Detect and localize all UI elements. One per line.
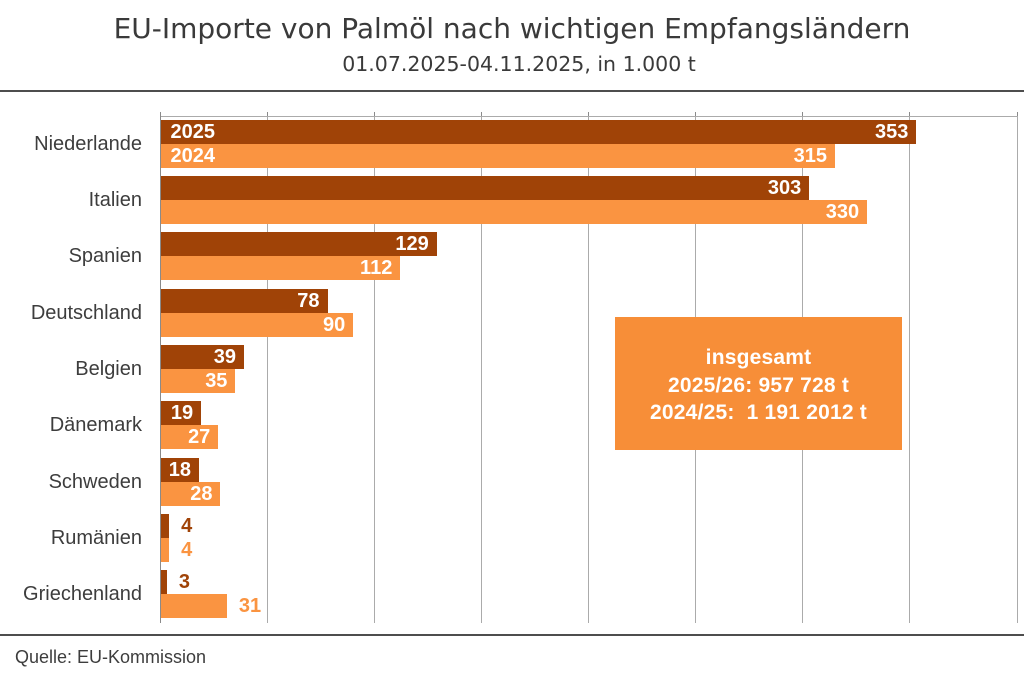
- legend-2024: 2024: [170, 144, 216, 167]
- legend-2025: 2025: [170, 120, 216, 143]
- category-label-spanien: Spanien: [68, 245, 142, 268]
- bar-2024-belgien: [160, 368, 236, 393]
- category-label-belgien: Belgien: [75, 357, 142, 380]
- axis-tick: [802, 111, 804, 116]
- bar-2025-niederlande: [160, 119, 917, 144]
- axis-tick: [267, 111, 269, 116]
- bar-2025-griechenland: [160, 570, 167, 595]
- totals-annotation-line-3: 2024/25: 1 191 2012 t: [650, 401, 867, 425]
- bar-value-label: 19: [170, 402, 194, 425]
- bar-value-label: 315: [793, 144, 827, 167]
- top-divider: [0, 90, 1024, 92]
- bar-2024-rumänien: [160, 537, 170, 562]
- plot-top-border: [160, 115, 1017, 117]
- bar-2024-schweden: [160, 481, 221, 506]
- category-label-niederlande: Niederlande: [34, 132, 142, 155]
- bar-value-label: 90: [322, 313, 346, 336]
- axis-tick: [481, 111, 483, 116]
- axis-tick: [909, 111, 911, 116]
- bar-value-label: 4: [181, 514, 193, 537]
- bar-value-label: 112: [360, 257, 393, 280]
- bar-2025-belgien: [160, 344, 244, 369]
- chart-subtitle: 01.07.2025-04.11.2025, in 1.000 t: [342, 52, 696, 76]
- bar-value-label: 78: [297, 289, 320, 312]
- gridline: [481, 115, 483, 623]
- bar-2025-schweden: [160, 457, 200, 482]
- gridline: [267, 115, 269, 623]
- bar-value-label: 31: [238, 595, 262, 618]
- axis-tick: [695, 111, 697, 116]
- gridline: [588, 115, 590, 623]
- bottom-divider: [0, 634, 1024, 636]
- bar-2025-deutschland: [160, 288, 328, 313]
- axis-tick: [588, 111, 590, 116]
- category-label-schweden: Schweden: [48, 470, 142, 493]
- bar-value-label: 3: [178, 571, 191, 594]
- bar-value-label: 18: [168, 458, 192, 481]
- gridline: [374, 115, 376, 623]
- totals-annotation-line-1: insgesamt: [705, 346, 812, 370]
- bar-2024-deutschland: [160, 312, 354, 337]
- category-label-italien: Italien: [88, 189, 142, 211]
- bar-2024-spanien: [160, 256, 401, 281]
- axis-tick: [1016, 111, 1018, 116]
- bar-value-label: 129: [395, 233, 429, 256]
- axis-tick: [160, 111, 161, 116]
- bar-value-label: 330: [825, 201, 860, 223]
- bar-value-label: 353: [874, 120, 909, 143]
- source-note: Quelle: EU-Kommission: [15, 647, 207, 667]
- bar-value-label: 4: [181, 538, 193, 561]
- chart-title: EU-Importe von Palmöl nach wichtigen Emp…: [113, 12, 911, 45]
- bar-2025-rumänien: [160, 513, 170, 538]
- bar-value-label: 39: [213, 345, 236, 368]
- totals-annotation-box: insgesamt 2025/26: 957 728 t 2024/25: 1 19…: [615, 317, 902, 450]
- gridline: [909, 115, 911, 623]
- bar-2024-italien: [160, 200, 868, 224]
- bar-2025-italien: [160, 176, 810, 200]
- bar-2024-niederlande: [160, 143, 835, 168]
- bar-value-label: 303: [767, 177, 802, 199]
- bar-2025-dänemark: [160, 401, 202, 426]
- axis-tick: [374, 111, 376, 116]
- bar-value-label: 28: [190, 482, 213, 505]
- category-label-rumänien: Rumänien: [50, 526, 142, 549]
- category-label-dänemark: Dänemark: [49, 414, 142, 437]
- category-label-griechenland: Griechenland: [23, 583, 142, 606]
- bar-2025-spanien: [160, 232, 437, 257]
- totals-annotation-line-2: 2025/26: 957 728 t: [667, 373, 850, 397]
- gridline: [1016, 115, 1018, 623]
- category-label-deutschland: Deutschland: [30, 301, 142, 324]
- bar-value-label: 27: [188, 426, 211, 449]
- bar-value-label: 35: [205, 369, 228, 392]
- bar-2024-griechenland: [160, 594, 227, 619]
- bar-2024-dänemark: [160, 425, 219, 450]
